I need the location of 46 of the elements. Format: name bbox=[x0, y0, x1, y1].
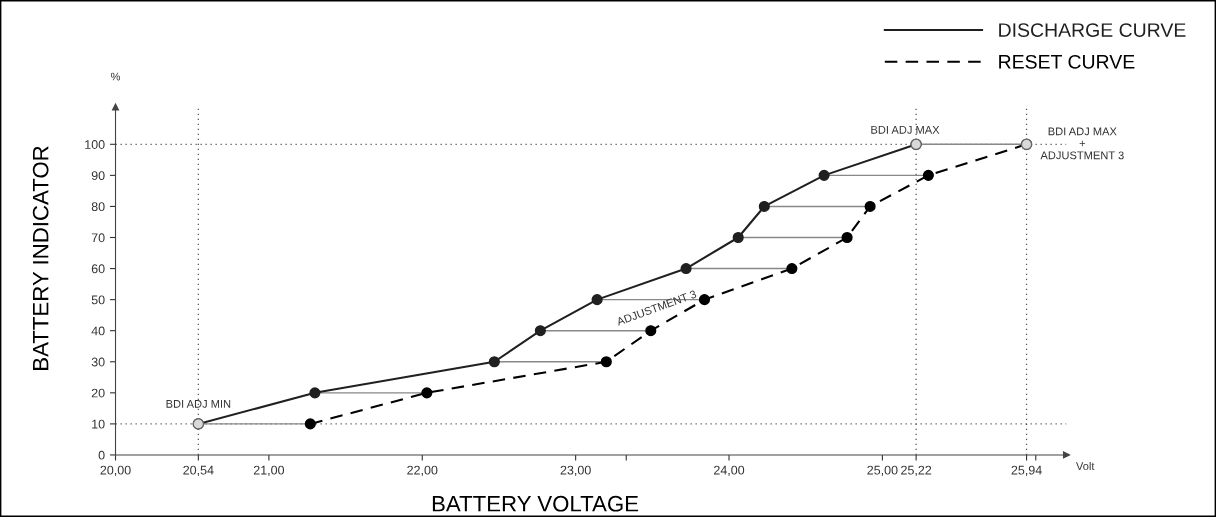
x-tick-label: 21,00 bbox=[253, 465, 285, 477]
point bbox=[864, 200, 876, 212]
point bbox=[600, 356, 612, 368]
y-tick-label: 60 bbox=[91, 264, 105, 274]
point bbox=[841, 231, 853, 244]
annotation: BDI ADJ MAX + ADJUSTMENT 3 bbox=[1040, 127, 1124, 160]
text: % bbox=[110, 72, 121, 81]
point bbox=[732, 231, 744, 244]
x-tick-label: 20,00 bbox=[100, 465, 131, 477]
annotation: BDI ADJ MAX bbox=[871, 126, 940, 134]
text: RESET CURVE bbox=[999, 54, 1135, 69]
y-tick-label: 50 bbox=[91, 295, 105, 305]
point bbox=[304, 418, 316, 430]
x-tick-label: 20,54 bbox=[183, 465, 214, 477]
point bbox=[786, 263, 798, 275]
point bbox=[534, 325, 546, 337]
x-tick-label: 23,00 bbox=[560, 465, 591, 477]
x-tick-label: 24,00 bbox=[714, 465, 745, 477]
text: Volt bbox=[1075, 461, 1095, 471]
point bbox=[758, 200, 770, 212]
point bbox=[922, 169, 934, 181]
point bbox=[421, 387, 433, 399]
text: DISCHARGE CURVE bbox=[999, 23, 1186, 37]
x-axis-title: BATTERY VOLTAGE bbox=[432, 495, 639, 512]
y-tick-label: 20 bbox=[91, 388, 105, 398]
y-tick-label: 0 bbox=[98, 450, 105, 460]
y-tick-label: 100 bbox=[85, 140, 105, 149]
point bbox=[645, 325, 657, 337]
y-tick-label: 70 bbox=[91, 233, 105, 243]
y-tick-label: 30 bbox=[91, 357, 105, 367]
x-tick-label: 25,94 bbox=[1011, 465, 1042, 477]
y-axis-title: BATTERY INDICATOR bbox=[32, 146, 49, 370]
y-tick-label: 90 bbox=[91, 171, 105, 181]
x-tick-label: 25,22 bbox=[901, 465, 932, 477]
y-tick-label: 40 bbox=[91, 326, 105, 336]
point bbox=[591, 294, 603, 306]
point bbox=[488, 356, 500, 368]
point bbox=[818, 169, 830, 181]
y-tick-label: 80 bbox=[91, 202, 105, 212]
point bbox=[698, 294, 711, 306]
x-tick-label: 25,00 bbox=[867, 465, 898, 477]
y-tick-label: 10 bbox=[92, 419, 105, 429]
point bbox=[309, 387, 321, 399]
x-tick-label: 22,00 bbox=[407, 465, 438, 477]
point bbox=[680, 263, 692, 275]
annotation: BDI ADJ MIN bbox=[166, 400, 231, 408]
